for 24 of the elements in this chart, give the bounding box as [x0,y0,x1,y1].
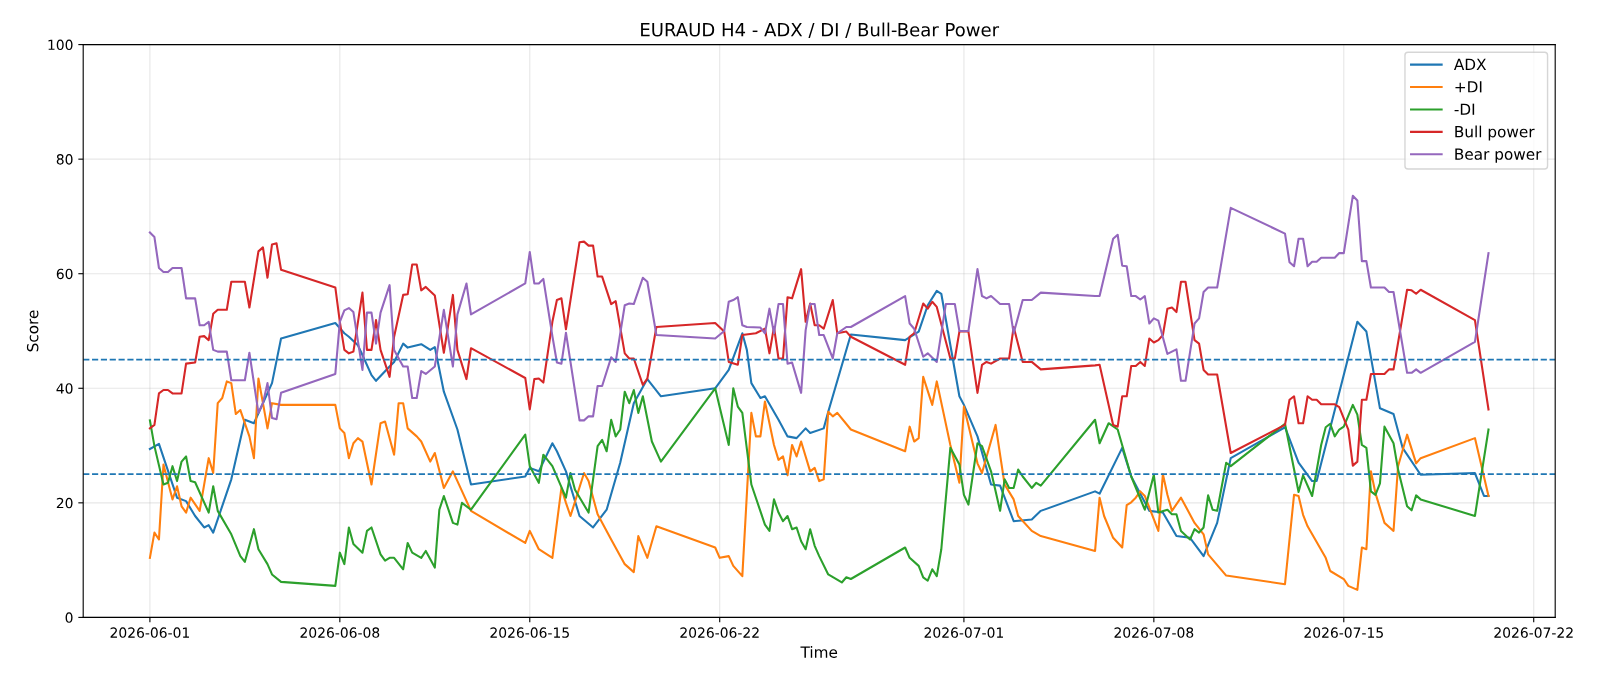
line-series [148,194,1490,422]
legend-label: ADX [1453,58,1487,70]
x-tick-label: 2026-06-15 [490,627,569,638]
y-tick-label: 20 [56,497,73,509]
y-tick-label: 80 [56,154,73,165]
x-tick-label: 2026-06-01 [110,627,189,638]
y-tick-label: 100 [48,39,73,51]
x-tick-label: 2026-06-08 [300,627,380,638]
chart-title: EURAUD H4 - ADX / DI / Bull-Bear Power [641,22,1000,38]
x-tick-label: 2026-07-01 [924,627,1003,638]
y-tick-label: 40 [56,383,73,394]
x-tick-label: 2026-07-15 [1304,627,1383,638]
x-tick-label: 2026-07-22 [1494,627,1573,638]
legend-label: Bear power [1455,148,1542,163]
legend-label: -DI [1454,103,1475,115]
legend-label: +DI [1455,81,1482,93]
y-axis-title: Score [26,310,39,352]
y-tick-label: 60 [56,268,73,280]
x-axis-title: Time [800,646,838,658]
x-tick-label: 2026-06-22 [680,627,759,638]
legend-label: Bull power [1455,125,1535,141]
x-tick-label: 2026-07-08 [1114,627,1194,638]
line-series [148,240,1490,467]
y-tick-label: 0 [65,612,73,623]
